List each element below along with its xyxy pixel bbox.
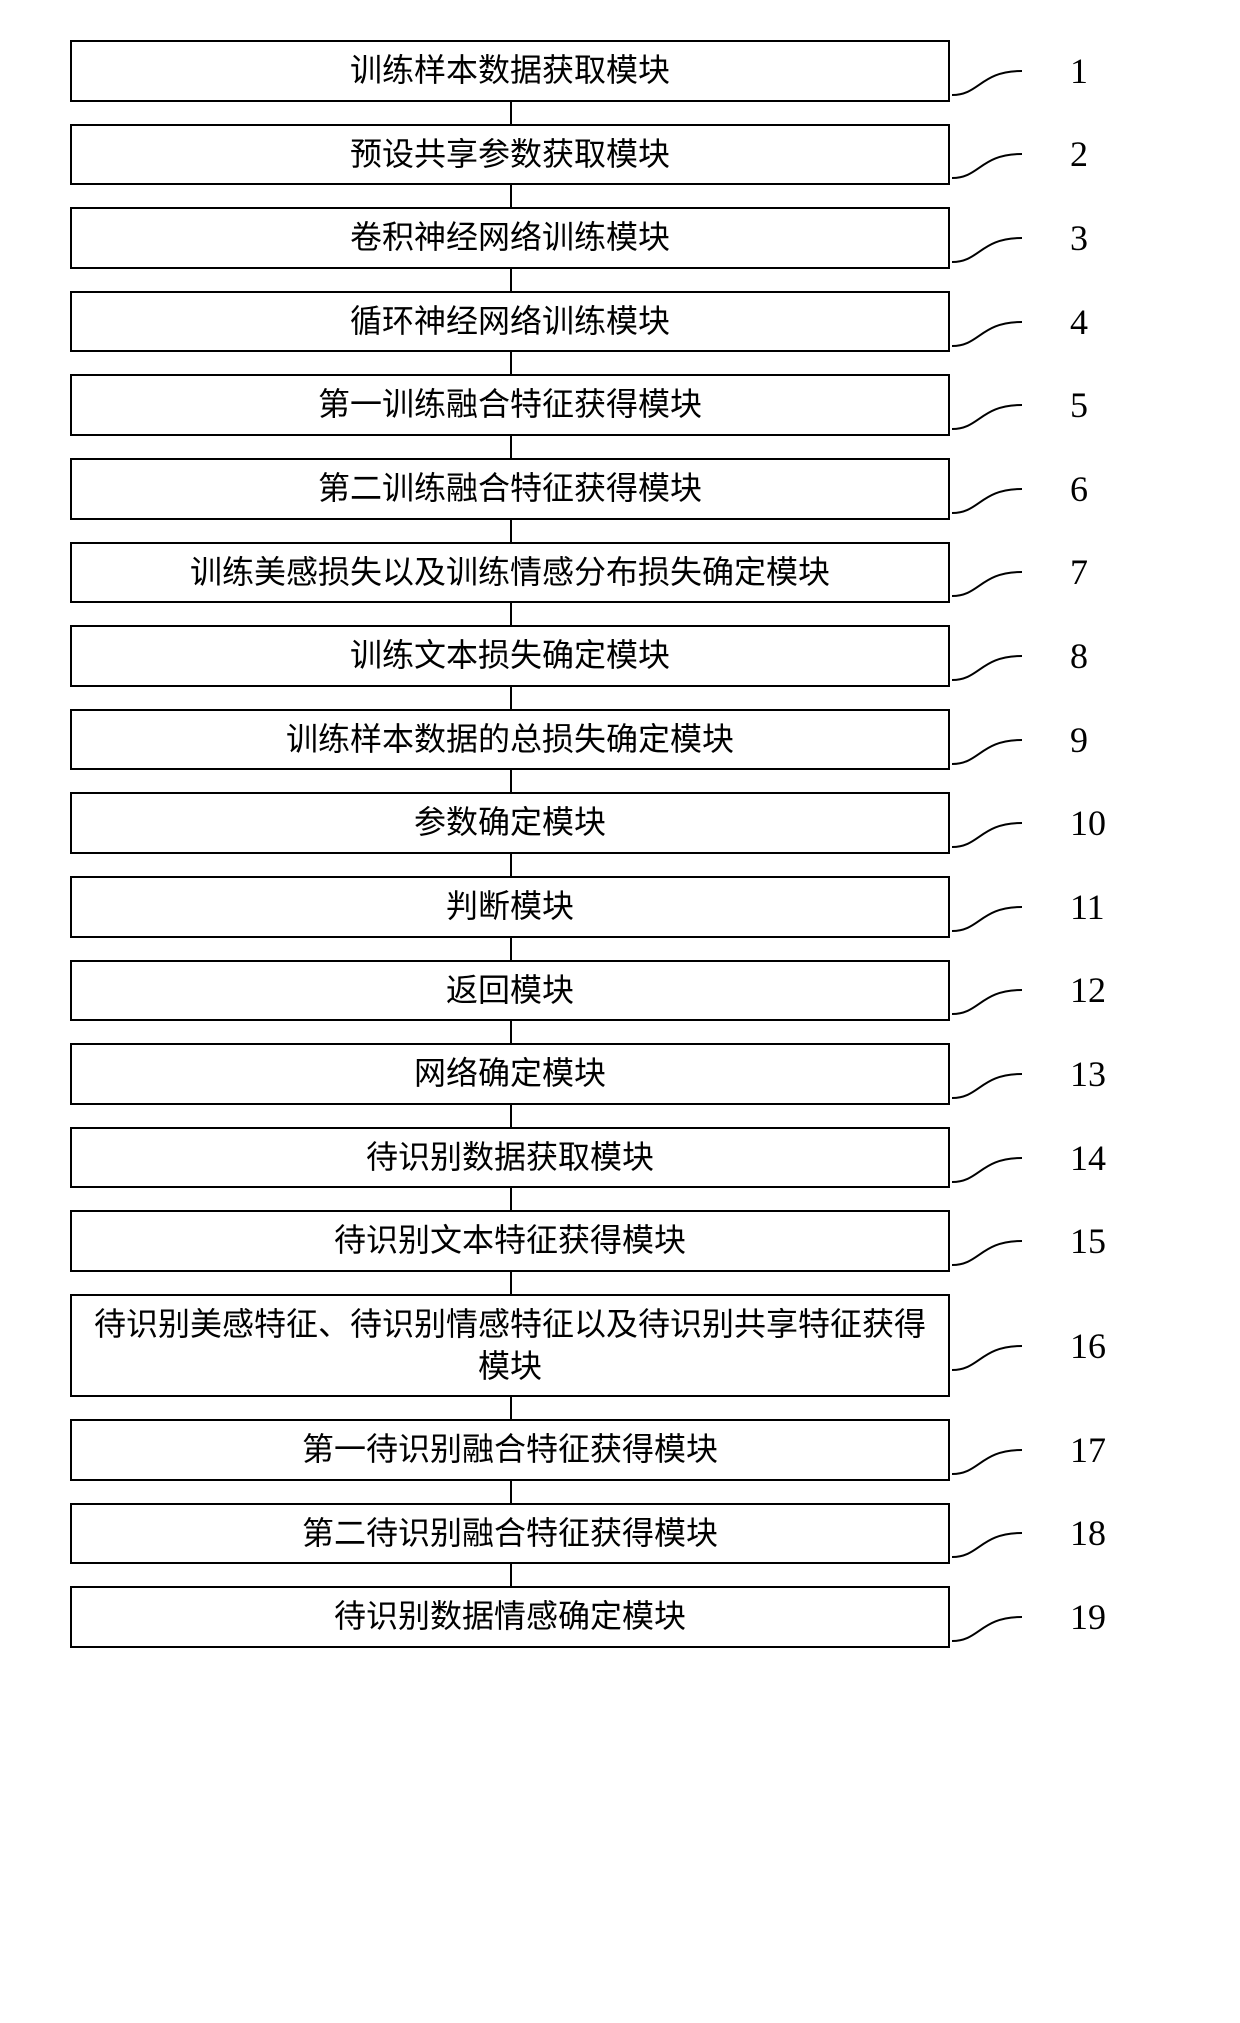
- vertical-connector: [510, 520, 512, 542]
- module-number-17: 17: [1070, 1429, 1106, 1471]
- flowchart-container: 训练样本数据获取模块 1 预设共享参数获取模块 2 卷积神经网络训练模块 3 循环神经网络训…: [70, 40, 1170, 1648]
- module-box-3: 卷积神经网络训练模块: [70, 207, 950, 269]
- module-box-1: 训练样本数据获取模块: [70, 40, 950, 102]
- module-box-15: 待识别文本特征获得模块: [70, 1210, 950, 1272]
- leader-curve: [950, 990, 1040, 992]
- module-row: 训练文本损失确定模块 8: [70, 625, 1170, 687]
- module-box-10: 参数确定模块: [70, 792, 950, 854]
- leader-curve: [950, 823, 1040, 825]
- leader-curve: [950, 405, 1040, 407]
- module-number-1: 1: [1070, 50, 1088, 92]
- leader-curve: [950, 572, 1040, 574]
- vertical-connector: [510, 854, 512, 876]
- leader-curve: [950, 154, 1040, 156]
- module-number-2: 2: [1070, 133, 1088, 175]
- vertical-connector: [510, 352, 512, 374]
- module-box-11: 判断模块: [70, 876, 950, 938]
- module-row: 预设共享参数获取模块 2: [70, 124, 1170, 186]
- leader-curve: [950, 238, 1040, 240]
- vertical-connector: [510, 603, 512, 625]
- vertical-connector: [510, 185, 512, 207]
- module-row: 第一训练融合特征获得模块 5: [70, 374, 1170, 436]
- module-row: 第二待识别融合特征获得模块 18: [70, 1503, 1170, 1565]
- module-number-4: 4: [1070, 301, 1088, 343]
- module-box-7: 训练美感损失以及训练情感分布损失确定模块: [70, 542, 950, 604]
- vertical-connector: [510, 687, 512, 709]
- module-box-12: 返回模块: [70, 960, 950, 1022]
- leader-curve: [950, 740, 1040, 742]
- module-row: 训练美感损失以及训练情感分布损失确定模块 7: [70, 542, 1170, 604]
- module-number-19: 19: [1070, 1596, 1106, 1638]
- leader-curve: [950, 1533, 1040, 1535]
- module-row: 训练样本数据的总损失确定模块 9: [70, 709, 1170, 771]
- module-box-14: 待识别数据获取模块: [70, 1127, 950, 1189]
- module-box-18: 第二待识别融合特征获得模块: [70, 1503, 950, 1565]
- module-box-4: 循环神经网络训练模块: [70, 291, 950, 353]
- module-number-11: 11: [1070, 886, 1105, 928]
- module-row: 第一待识别融合特征获得模块 17: [70, 1419, 1170, 1481]
- module-row: 第二训练融合特征获得模块 6: [70, 458, 1170, 520]
- module-box-5: 第一训练融合特征获得模块: [70, 374, 950, 436]
- module-row: 待识别数据情感确定模块 19: [70, 1586, 1170, 1648]
- module-row: 待识别数据获取模块 14: [70, 1127, 1170, 1189]
- module-box-16: 待识别美感特征、待识别情感特征以及待识别共享特征获得模块: [70, 1294, 950, 1397]
- module-row: 循环神经网络训练模块 4: [70, 291, 1170, 353]
- vertical-connector: [510, 1272, 512, 1294]
- module-number-14: 14: [1070, 1137, 1106, 1179]
- module-row: 返回模块 12: [70, 960, 1170, 1022]
- vertical-connector: [510, 1105, 512, 1127]
- vertical-connector: [510, 102, 512, 124]
- module-number-9: 9: [1070, 719, 1088, 761]
- vertical-connector: [510, 1481, 512, 1503]
- module-number-7: 7: [1070, 551, 1088, 593]
- leader-curve: [950, 322, 1040, 324]
- module-box-17: 第一待识别融合特征获得模块: [70, 1419, 950, 1481]
- module-row: 判断模块 11: [70, 876, 1170, 938]
- leader-curve: [950, 656, 1040, 658]
- module-number-6: 6: [1070, 468, 1088, 510]
- leader-curve: [950, 1450, 1040, 1452]
- vertical-connector: [510, 938, 512, 960]
- module-number-3: 3: [1070, 217, 1088, 259]
- module-box-19: 待识别数据情感确定模块: [70, 1586, 950, 1648]
- module-row: 待识别美感特征、待识别情感特征以及待识别共享特征获得模块 16: [70, 1294, 1170, 1397]
- module-row: 卷积神经网络训练模块 3: [70, 207, 1170, 269]
- module-number-18: 18: [1070, 1512, 1106, 1554]
- module-row: 网络确定模块 13: [70, 1043, 1170, 1105]
- vertical-connector: [510, 436, 512, 458]
- module-row: 训练样本数据获取模块 1: [70, 40, 1170, 102]
- module-box-13: 网络确定模块: [70, 1043, 950, 1105]
- vertical-connector: [510, 1188, 512, 1210]
- module-number-8: 8: [1070, 635, 1088, 677]
- module-number-16: 16: [1070, 1325, 1106, 1367]
- leader-curve: [950, 1617, 1040, 1619]
- leader-curve: [950, 1346, 1040, 1348]
- module-box-2: 预设共享参数获取模块: [70, 124, 950, 186]
- leader-curve: [950, 489, 1040, 491]
- module-number-12: 12: [1070, 969, 1106, 1011]
- module-number-5: 5: [1070, 384, 1088, 426]
- module-number-10: 10: [1070, 802, 1106, 844]
- module-number-15: 15: [1070, 1220, 1106, 1262]
- vertical-connector: [510, 1564, 512, 1586]
- vertical-connector: [510, 770, 512, 792]
- module-row: 待识别文本特征获得模块 15: [70, 1210, 1170, 1272]
- vertical-connector: [510, 269, 512, 291]
- module-number-13: 13: [1070, 1053, 1106, 1095]
- leader-curve: [950, 1074, 1040, 1076]
- leader-curve: [950, 1241, 1040, 1243]
- leader-curve: [950, 907, 1040, 909]
- vertical-connector: [510, 1397, 512, 1419]
- leader-curve: [950, 71, 1040, 73]
- module-box-9: 训练样本数据的总损失确定模块: [70, 709, 950, 771]
- leader-curve: [950, 1158, 1040, 1160]
- module-box-6: 第二训练融合特征获得模块: [70, 458, 950, 520]
- vertical-connector: [510, 1021, 512, 1043]
- module-row: 参数确定模块 10: [70, 792, 1170, 854]
- module-box-8: 训练文本损失确定模块: [70, 625, 950, 687]
